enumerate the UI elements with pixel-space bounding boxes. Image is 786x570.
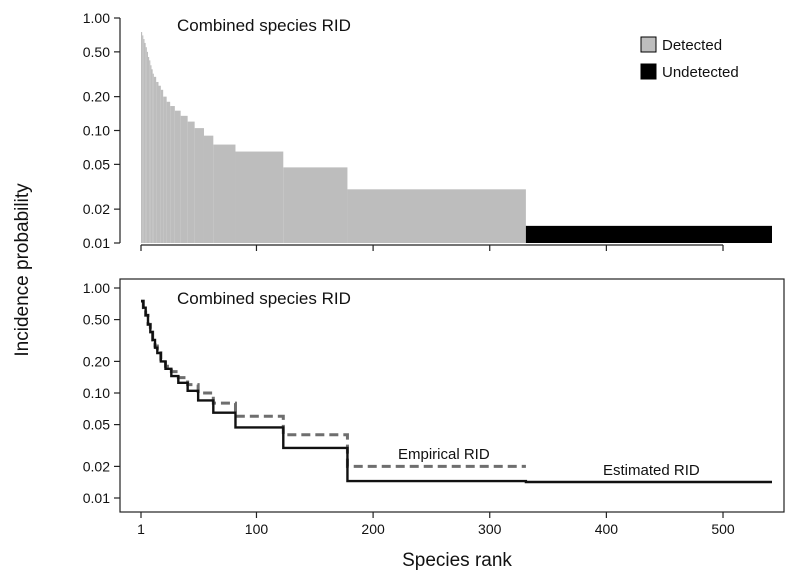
- detected-bar: [142, 35, 144, 244]
- top-y-tick-label: 0.01: [83, 235, 110, 251]
- bottom-x-tick-label: 400: [595, 521, 619, 537]
- legend-label-undetected: Undetected: [662, 64, 739, 81]
- empirical-rid-label: Empirical RID: [398, 446, 490, 463]
- bottom-x-tick-label: 1: [137, 521, 145, 537]
- detected-bar: [174, 110, 181, 244]
- detected-bar: [144, 42, 146, 244]
- legend-swatch-undetected: [640, 63, 657, 80]
- top-area-plot: [141, 32, 772, 244]
- detected-bar: [160, 89, 164, 243]
- bottom-x-tick-label: 200: [361, 521, 385, 537]
- top-axes: 1.00 0.50 0.20 0.10 0.05 0.02 0.01: [83, 10, 724, 251]
- detected-bar: [235, 151, 284, 243]
- top-y-tick-label: 0.10: [83, 123, 110, 139]
- bottom-y-tick-label: 0.20: [83, 353, 110, 369]
- detected-bar: [153, 76, 157, 244]
- detected-bar: [158, 85, 161, 243]
- legend: Detected Undetected: [640, 36, 739, 81]
- detected-bar: [147, 57, 150, 243]
- undetected-bar: [525, 225, 772, 243]
- empirical-rid-line: [141, 299, 526, 468]
- bottom-line-plot: [141, 299, 772, 484]
- x-axis-label: Species rank: [402, 550, 512, 570]
- legend-swatch-detected: [640, 36, 657, 53]
- detected-bar: [187, 121, 195, 243]
- top-panel: 1.00 0.50 0.20 0.10 0.05 0.02 0.01 Combined sp…: [83, 10, 772, 251]
- bottom-y-tick-label: 0.10: [83, 385, 110, 401]
- detected-bar: [347, 189, 526, 243]
- detected-bar: [166, 101, 171, 243]
- detected-bar: [213, 144, 236, 243]
- bottom-panel: 1.00 0.50 0.20 0.10 0.05 0.02 0.01 1 100 200 300 40…: [83, 278, 785, 537]
- detected-bar: [180, 115, 188, 243]
- bottom-panel-title: Combined species RID: [177, 289, 351, 308]
- bottom-y-tick-label: 0.02: [83, 458, 110, 474]
- top-y-tick-label: 1.00: [83, 10, 110, 26]
- detected-bar: [149, 60, 151, 243]
- bottom-x-tick-label: 500: [711, 521, 735, 537]
- detected-bar: [170, 106, 175, 244]
- top-y-tick-label: 0.20: [83, 89, 110, 105]
- estimated-rid-label: Estimated RID: [603, 462, 700, 479]
- bottom-y-tick-label: 1.00: [83, 280, 110, 296]
- top-y-tick-label: 0.05: [83, 156, 110, 172]
- detected-bar: [143, 39, 145, 244]
- y-axis-label: Incidence probability: [12, 183, 33, 357]
- detected-bar: [163, 96, 167, 243]
- detected-bar: [145, 47, 147, 243]
- bottom-y-tick-label: 0.05: [83, 417, 110, 433]
- bottom-y-tick-label: 0.01: [83, 490, 110, 506]
- detected-bar: [152, 73, 154, 243]
- legend-label-detected: Detected: [662, 37, 722, 54]
- detected-bar: [283, 167, 348, 243]
- bottom-x-tick-label: 300: [478, 521, 502, 537]
- detected-bar: [151, 69, 153, 243]
- bottom-plot-frame: [119, 278, 785, 513]
- detected-bar: [146, 51, 148, 243]
- bottom-y-tick-label: 0.50: [83, 312, 110, 328]
- top-y-tick-label: 0.02: [83, 201, 110, 217]
- detected-bar: [150, 65, 152, 243]
- bottom-axes: 1.00 0.50 0.20 0.10 0.05 0.02 0.01 1 100 200 300 40…: [83, 280, 735, 537]
- estimated-rid-line: [141, 299, 772, 484]
- top-y-tick-label: 0.50: [83, 44, 110, 60]
- bottom-x-tick-label: 100: [245, 521, 269, 537]
- top-panel-title: Combined species RID: [177, 16, 351, 35]
- detected-bar: [141, 32, 143, 244]
- detected-bar: [194, 128, 204, 243]
- detected-bar: [156, 81, 159, 243]
- detected-bar: [203, 135, 214, 243]
